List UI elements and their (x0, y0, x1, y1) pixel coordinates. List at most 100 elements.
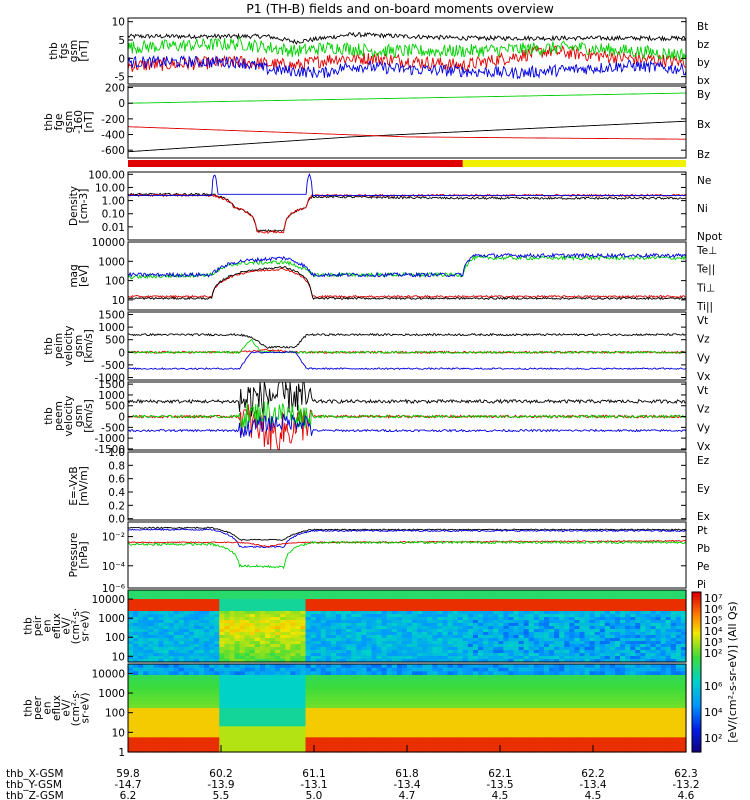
spectrogram-cell (670, 638, 677, 642)
spectrogram-cell (549, 675, 555, 680)
spectrogram-cell (183, 605, 190, 609)
spectrogram-cell (173, 693, 180, 698)
spectrogram-cell (183, 697, 190, 702)
spectrogram-cell (594, 737, 601, 742)
spectrogram-cell (401, 599, 408, 603)
spectrogram-cell (295, 693, 302, 698)
spectrogram-cell (128, 620, 134, 624)
spectrogram-cell (214, 638, 220, 642)
spectrogram-cell (371, 653, 378, 657)
spectrogram-cell (148, 632, 154, 636)
spectrogram-cell (447, 605, 454, 609)
spectrogram-cell (594, 602, 601, 606)
spectrogram-cell (493, 671, 499, 676)
spectrogram-cell (143, 599, 149, 603)
spectrogram-cell (523, 596, 530, 600)
spectrogram-cell (396, 671, 403, 676)
spectrogram-cell (675, 623, 682, 627)
spectrogram-cell (538, 744, 545, 749)
spectrogram-cell (472, 596, 479, 600)
spectrogram-cell (564, 664, 570, 669)
spectrogram-cell (128, 608, 134, 612)
spectrogram-cell (168, 697, 175, 702)
spectrogram-cell (341, 744, 347, 749)
spectrogram-cell (356, 599, 362, 603)
spectrogram-cell (305, 599, 312, 603)
spectrogram-cell (488, 641, 494, 645)
spectrogram-cell (549, 737, 555, 742)
spectrogram-cell (249, 693, 256, 698)
spectrogram-cell (315, 596, 322, 600)
spectrogram-cell (665, 659, 672, 663)
spectrogram-cell (599, 638, 606, 642)
spectrogram-cell (412, 741, 418, 746)
spectrogram-cell (457, 638, 464, 642)
spectrogram-cell (645, 644, 652, 648)
spectrogram-cell (371, 726, 378, 731)
spectrogram-cell (493, 611, 499, 615)
spectrogram-cell (518, 700, 525, 705)
spectrogram-cell (503, 700, 510, 705)
spectrogram-cell (650, 593, 657, 597)
spectrogram-cell (457, 596, 464, 600)
spectrogram-cell (640, 620, 646, 624)
spectrogram-cell (447, 653, 454, 657)
spectrogram-cell (549, 697, 555, 702)
spectrogram-cell (417, 719, 423, 724)
spectrogram-cell (244, 704, 251, 709)
spectrogram-cell (680, 638, 687, 642)
spectrogram-cell (396, 623, 403, 627)
spectrogram-cell (427, 715, 433, 720)
spectrogram-cell (478, 741, 484, 746)
spectrogram-cell (437, 711, 444, 716)
spectrogram-cell (523, 744, 530, 749)
spectrogram-cell (168, 659, 175, 663)
spectrogram-cell (523, 678, 530, 683)
spectrogram-cell (244, 644, 251, 648)
spectrogram-cell (163, 629, 170, 633)
spectrogram-cell (488, 608, 494, 612)
spectrogram-cell (594, 719, 601, 724)
spectrogram-cell (346, 722, 352, 727)
spectrogram-cell (396, 682, 403, 687)
spectrogram-cell (143, 617, 149, 621)
spectrogram-cell (356, 678, 362, 683)
spectrogram-cell (579, 626, 586, 630)
spectrogram-cell (285, 623, 291, 627)
spectrogram-cell (295, 733, 302, 738)
spectrogram-cell (447, 629, 454, 633)
spectrogram-cell (391, 704, 398, 709)
spectrogram-cell (219, 641, 225, 645)
spectrogram-cell (442, 614, 449, 618)
spectrogram-cell (508, 741, 515, 746)
spectrogram-cell (442, 675, 449, 680)
spectrogram-cell (518, 689, 525, 694)
spectrogram-cell (239, 614, 246, 618)
spectrogram-cell (544, 682, 550, 687)
spectrogram-cell (199, 686, 205, 691)
spectrogram-cell (660, 590, 667, 594)
spectrogram-cell (366, 605, 373, 609)
spectrogram-cell (538, 599, 545, 603)
spectrogram-cell (544, 730, 550, 735)
spectrogram-cell (229, 626, 236, 630)
spectrogram-cell (336, 593, 342, 597)
spectrogram-cell (366, 704, 373, 709)
spectrogram-cell (513, 653, 520, 657)
spectrogram-cell (630, 599, 636, 603)
spectrogram-cell (148, 656, 154, 660)
spectrogram-cell (244, 650, 251, 654)
spectrogram-cell (650, 635, 657, 639)
spectrogram-cell (574, 704, 581, 709)
spectrogram-cell (523, 704, 530, 709)
spectrogram-cell (265, 693, 271, 698)
spectrogram-cell (401, 653, 408, 657)
spectrogram-cell (275, 641, 281, 645)
spectrogram-cell (564, 626, 570, 630)
spectrogram-cell (234, 632, 241, 636)
spectrogram-cell (310, 711, 317, 716)
spectrogram-cell (143, 659, 149, 663)
spectrogram-cell (513, 719, 520, 724)
spectrogram-cell (427, 711, 433, 716)
spectrogram-cell (498, 596, 504, 600)
